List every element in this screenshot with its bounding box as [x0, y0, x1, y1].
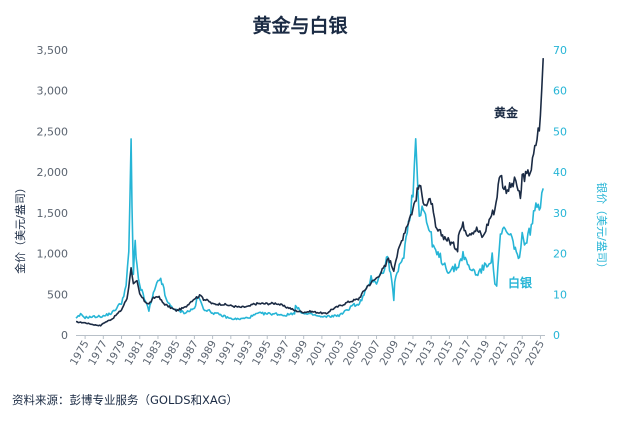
x-axis: 1975197719791981198319851987198919911993… — [68, 335, 547, 368]
y-tick-label-right: 70 — [553, 44, 567, 57]
y-tick-label-right: 60 — [553, 85, 567, 98]
y-tick-label-left: 500 — [47, 288, 68, 301]
gold-series-line — [75, 58, 544, 327]
y-tick-label-left: 3,500 — [37, 44, 69, 57]
y-tick-label-left: 0 — [61, 329, 68, 342]
y-tick-label-right: 20 — [553, 248, 567, 261]
gold-series-label: 黄金 — [494, 105, 519, 120]
y-tick-label-left: 3,000 — [37, 85, 69, 98]
y-axis-label-right: 银价（美元/盎司） — [595, 182, 609, 274]
y-tick-label-right: 30 — [553, 207, 567, 220]
x-tick-label: 2025 — [523, 339, 547, 368]
y-tick-label-right: 10 — [553, 288, 567, 301]
silver-series-label: 白银 — [508, 275, 533, 290]
y-tick-label-right: 0 — [553, 329, 560, 342]
right-y-axis: 0 10 20 30 40 50 60 70 — [553, 44, 567, 342]
y-tick-label-left: 2,500 — [37, 125, 69, 138]
y-tick-label-left: 2,000 — [37, 166, 69, 179]
y-tick-label-left: 1,000 — [37, 248, 69, 261]
series-layer — [75, 58, 544, 327]
y-tick-label-left: 1,500 — [37, 207, 69, 220]
chart-title: 黄金与白银 — [252, 14, 348, 37]
silver-series-line — [75, 138, 544, 321]
y-tick-label-right: 50 — [553, 125, 567, 138]
left-y-axis: 0 500 1,000 1,500 2,000 2,500 3,000 3,500 — [37, 44, 69, 342]
y-tick-label-right: 40 — [553, 166, 567, 179]
source-note: 资料来源：彭博专业服务（GOLDS和XAG） — [12, 393, 238, 407]
y-axis-label-left: 金价（美元/盎司） — [13, 182, 27, 274]
